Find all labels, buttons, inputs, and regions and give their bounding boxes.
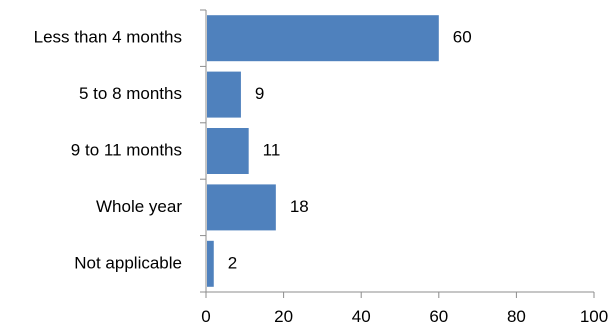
value-label-2: 11 xyxy=(263,140,281,159)
value-label-1: 9 xyxy=(255,84,264,103)
x-tick-label-4: 80 xyxy=(507,307,526,326)
category-label-3: Whole year xyxy=(96,197,182,216)
category-label-1: 5 to 8 months xyxy=(79,84,182,103)
category-label-0: Less than 4 months xyxy=(34,28,182,47)
bar-4 xyxy=(207,240,214,287)
category-label-2: 9 to 11 months xyxy=(71,140,182,159)
x-tick-label-2: 40 xyxy=(352,307,371,326)
x-tick-label-0: 0 xyxy=(201,307,210,326)
labels-layer: Less than 4 months 60 5 to 8 months 9 9 to 1… xyxy=(34,28,609,326)
value-label-4: 2 xyxy=(228,253,237,272)
category-label-4: Not applicable xyxy=(74,253,182,272)
x-tick-label-3: 60 xyxy=(429,307,448,326)
bar-3 xyxy=(207,184,276,231)
bar-2 xyxy=(207,128,249,174)
value-label-3: 18 xyxy=(290,197,309,216)
value-label-0: 60 xyxy=(453,28,472,47)
bar-1 xyxy=(207,71,241,118)
x-tick-label-1: 20 xyxy=(274,307,293,326)
bars-layer xyxy=(207,15,439,287)
axes-layer xyxy=(200,9,595,298)
x-tick-label-5: 100 xyxy=(580,307,608,326)
bar-0 xyxy=(207,15,439,62)
